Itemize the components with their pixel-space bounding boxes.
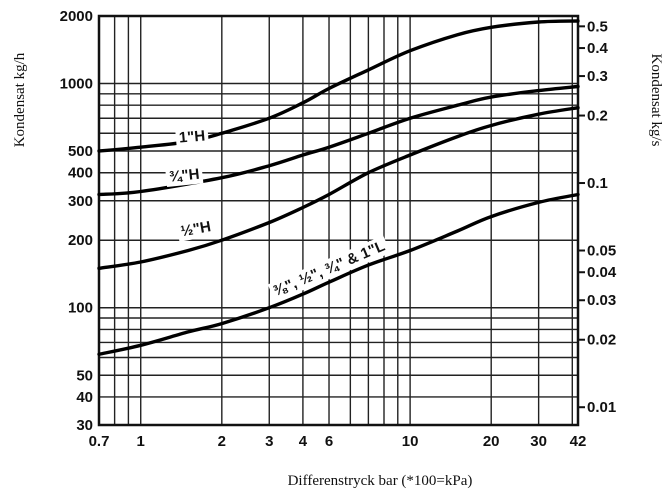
y-tick-label: 100 (68, 300, 93, 317)
y2-tick-label: 0.4 (587, 40, 609, 57)
y2-tick-label: 0.05 (587, 243, 616, 260)
series-label-bg (175, 126, 209, 148)
x-tick-label: 20 (483, 433, 500, 450)
series-line-3 (97, 106, 580, 270)
y-tick-label: 300 (68, 193, 93, 210)
series-label-bg (165, 164, 204, 188)
x-tick-label: 1 (137, 433, 145, 450)
x-axis-title: Differenstryck bar (*100=kPa) (288, 473, 473, 489)
grid (99, 15, 578, 426)
x-tick-label: 3 (265, 433, 273, 450)
y-tick-label: 50 (76, 367, 93, 384)
series (97, 19, 580, 356)
x-tick-label: 10 (402, 433, 419, 450)
y-tick-label: 40 (76, 389, 93, 406)
series-label-group-3: ½"H (176, 216, 216, 242)
y-tick-label: 2000 (60, 8, 93, 25)
plot-frame (97, 14, 580, 427)
series-label-group-2: ¾"H (165, 164, 204, 188)
series-line-1 (97, 19, 580, 153)
y2-tick-label: 0.3 (587, 68, 608, 85)
y-axis-title: Kondensat kg/h (12, 52, 28, 147)
y2-tick-label: 0.2 (587, 108, 608, 125)
y2-tick-label: 0.03 (587, 292, 616, 309)
x-tick-label: 6 (325, 433, 333, 450)
x-tick-label: 2 (218, 433, 226, 450)
labels: 0.7 1 2 3 4 6 10 20 30 42 30 40 50 100 200 300 400 500 100… (60, 8, 617, 450)
series-label-bg (267, 235, 391, 302)
y-tick-label: 1000 (60, 76, 93, 93)
x-tick-label: 0.7 (89, 433, 110, 450)
y-tick-label: 500 (68, 143, 93, 160)
y2-tick-label: 0.02 (587, 332, 616, 349)
y2-tick-label: 0.04 (587, 264, 617, 281)
y-tick-label: 30 (76, 417, 93, 434)
series-label-2: ¾"H (168, 166, 200, 186)
series-label-bg (176, 216, 216, 242)
x-tick-label: 42 (570, 433, 587, 450)
y2-tick-label: 0.01 (587, 399, 616, 416)
series-label-3: ½"H (179, 218, 212, 240)
series-line-4 (97, 192, 580, 356)
y2-tick-label: 0.1 (587, 175, 608, 192)
y2-axis-title: Kondensat kg/s (648, 54, 664, 147)
x-tick-label: 4 (299, 433, 308, 450)
y-tick-label: 200 (68, 232, 93, 249)
x-tick-label: 30 (530, 433, 547, 450)
series-label-group-1: 1"H (175, 126, 209, 148)
y2-tick-label: 0.5 (587, 18, 608, 35)
y-tick-label: 400 (68, 165, 93, 182)
series-label-1: 1"H (178, 127, 206, 146)
series-line-2 (97, 84, 580, 197)
